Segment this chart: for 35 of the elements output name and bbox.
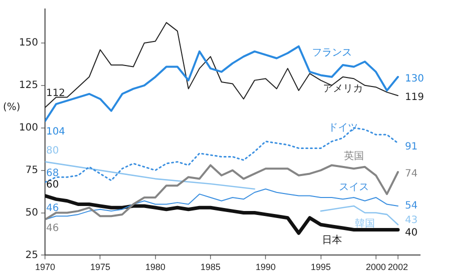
data-label: 130 [404,74,424,85]
y-tick-label: 150 [18,38,38,49]
y-tick-label: 75 [25,164,38,176]
data-label: 46 [46,223,59,234]
data-label: 119 [404,92,424,104]
x-tick-label: 1980 [145,262,166,272]
y-tick-label: 125 [18,80,38,91]
series-label: 英国 [344,150,364,162]
series-label: アメリカ [322,84,363,95]
data-label: 40 [404,227,418,238]
x-tick-label: 2000 [366,262,386,272]
y-tick-label: 50 [25,207,38,218]
x-tick-label: 1995 [310,262,331,272]
data-label: 74 [404,168,418,180]
y-tick-label: 100 [18,122,38,134]
data-label: 91 [404,142,418,153]
data-label: 68 [46,168,59,179]
data-label: 46 [46,203,59,214]
data-label: 104 [46,126,66,138]
y-tick-label: 25 [25,250,38,261]
data-label: 43 [404,215,418,226]
data-label: 80 [46,145,59,156]
y-axis-title: (%) [3,102,20,114]
x-tick-label: 2002 [388,262,408,272]
x-tick-label: 1970 [35,262,56,272]
x-tick-label: 1990 [256,262,276,272]
series-label: 日本 [322,234,342,246]
x-tick-label: 1975 [90,262,110,272]
data-label: 60 [46,179,59,190]
series-label: 韓国 [354,217,375,230]
x-tick-label: 1985 [200,262,221,272]
data-label: 112 [46,88,66,100]
series-label: スイス [338,182,369,194]
data-label: 54 [404,200,418,212]
series-label: フランス [312,48,352,59]
